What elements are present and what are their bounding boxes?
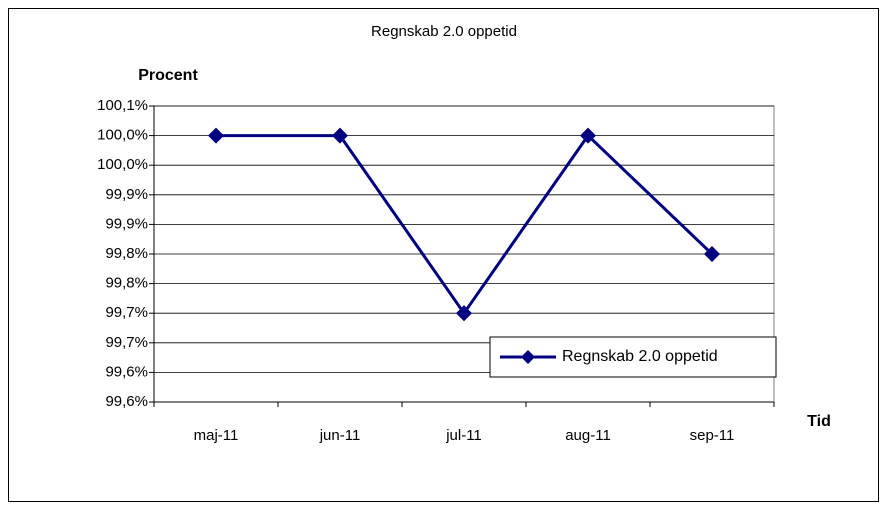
data-point — [580, 127, 596, 144]
x-tick-label: jul-11 — [445, 427, 482, 444]
data-point — [704, 246, 720, 262]
legend-marker — [521, 350, 535, 364]
data-point — [456, 305, 472, 322]
y-tick-label: 99,9% — [105, 186, 148, 203]
x-axis-label: Tid — [807, 413, 831, 430]
y-tick-label: 99,6% — [105, 363, 148, 380]
data-point — [332, 127, 348, 144]
y-axis-label: Procent — [138, 67, 198, 84]
y-tick-label: 99,7% — [105, 334, 148, 351]
y-tick-label: 100,0% — [97, 127, 148, 144]
y-tick-label: 99,6% — [105, 393, 148, 410]
x-tick-label: jun-11 — [319, 427, 361, 444]
legend-label: Regnskab 2.0 oppetid — [562, 348, 718, 365]
y-tick-label: 100,1% — [97, 97, 148, 114]
y-tick-label: 99,8% — [105, 245, 148, 262]
y-tick-label: 100,0% — [97, 156, 148, 173]
y-tick-label: 99,7% — [105, 304, 148, 321]
x-tick-label: aug-11 — [565, 427, 611, 444]
y-tick-label: 99,9% — [105, 215, 148, 232]
y-tick-label: 99,8% — [105, 275, 148, 292]
chart-title: Regnskab 2.0 oppetid — [371, 23, 517, 40]
x-tick-label: maj-11 — [194, 427, 239, 444]
data-point — [208, 127, 224, 144]
x-tick-label: sep-11 — [690, 427, 735, 444]
